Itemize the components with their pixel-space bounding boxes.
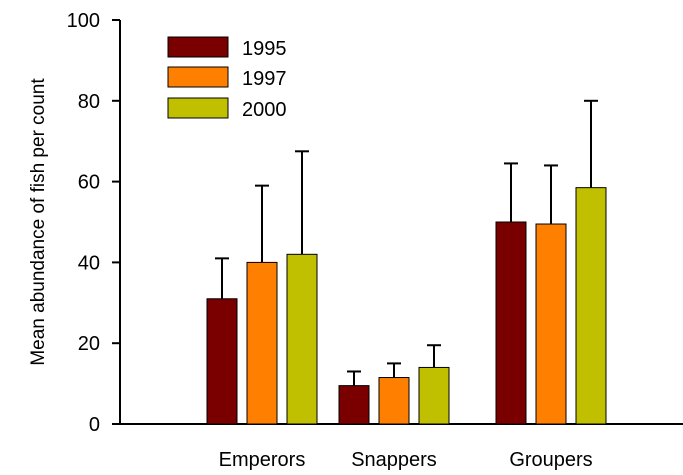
bar-1995-groupers <box>495 221 527 425</box>
legend-label-1995: 1995 <box>242 38 287 60</box>
bar-2000-groupers <box>575 187 607 425</box>
bar-1997-emperors <box>246 261 278 425</box>
error-bars <box>215 99 598 386</box>
bar-2000-snappers <box>418 366 450 425</box>
bars <box>206 187 607 425</box>
y-axis-title: Mean abundance of fish per count <box>28 78 49 366</box>
legend: 1995 1997 2000 <box>167 36 287 121</box>
legend-label-1997: 1997 <box>242 68 287 90</box>
bar-1997-groupers <box>535 223 567 425</box>
legend-label-2000: 2000 <box>242 99 287 121</box>
bar-1995-snappers <box>338 385 370 425</box>
legend-swatch-2000 <box>167 97 229 119</box>
y-tick-label: 100 <box>67 10 100 32</box>
bar-2000-emperors <box>286 253 318 425</box>
y-tick-label: 60 <box>78 172 100 194</box>
legend-swatch-1995 <box>167 36 229 58</box>
category-labels: Emperors Snappers Groupers <box>219 449 593 471</box>
y-tick-label: 40 <box>78 252 100 274</box>
legend-swatch-1997 <box>167 66 229 88</box>
y-tick-label: 20 <box>78 333 100 355</box>
y-tick-label: 0 <box>89 414 100 436</box>
bar-1995-emperors <box>206 298 238 425</box>
y-tick-label: 80 <box>78 91 100 113</box>
category-label: Snappers <box>351 449 437 471</box>
category-label: Emperors <box>219 449 306 471</box>
category-label: Groupers <box>509 449 592 471</box>
bar-1997-snappers <box>378 377 410 425</box>
y-ticks: 0 20 40 60 80 100 <box>67 10 120 436</box>
